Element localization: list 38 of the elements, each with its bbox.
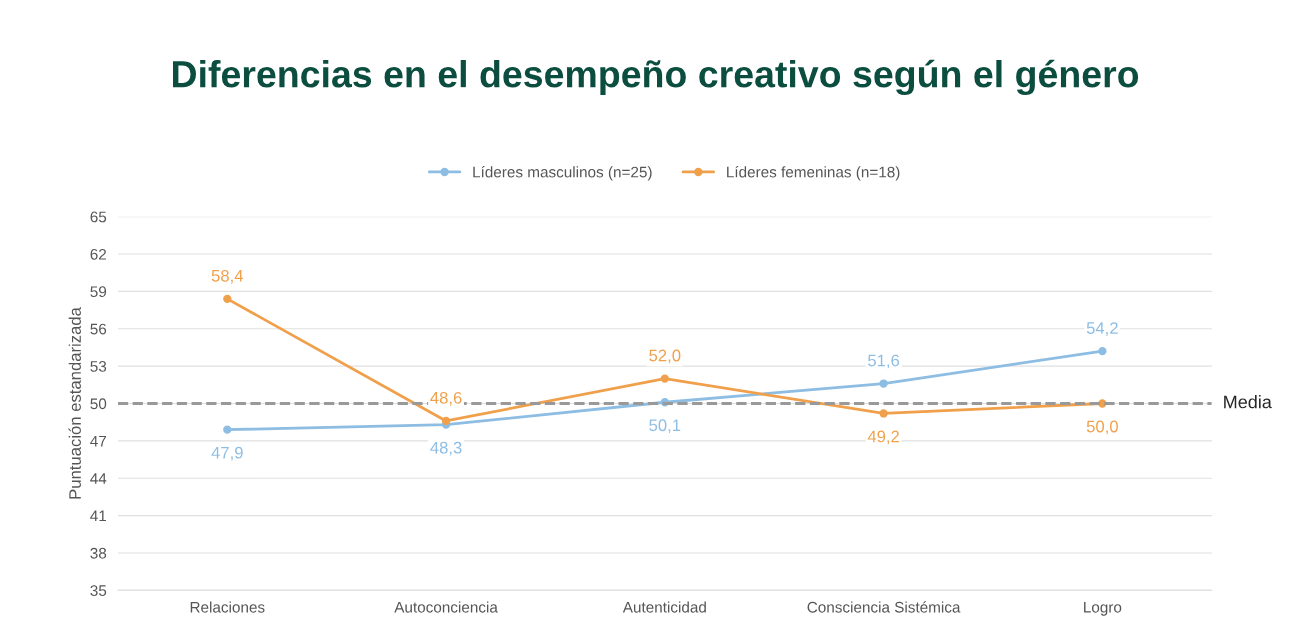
data-label: 50,0 (1086, 420, 1118, 435)
data-label: 52,0 (649, 349, 681, 364)
y-tick-label: 65 (90, 211, 107, 223)
data-label: 58,4 (211, 269, 244, 284)
x-tick-label: Logro (1084, 601, 1122, 616)
point (441, 416, 451, 426)
data-label: 48,3 (430, 441, 462, 456)
y-tick-label: 38 (90, 547, 107, 559)
y-tick-label: 41 (90, 510, 107, 522)
y-tick-label: 47 (90, 435, 107, 447)
x-tick-label: Autenticidad (622, 601, 706, 613)
x-tick-label: Consciencia Sistémica (807, 601, 961, 613)
y-axis-title: Puntuación estandarizada (68, 307, 81, 499)
data-label: 49,2 (867, 430, 899, 445)
data-label: 47,9 (211, 446, 243, 461)
legend-label: Líderes femeninas (n=18) (727, 166, 900, 181)
y-tick-label: 53 (90, 360, 107, 372)
point (1098, 347, 1107, 356)
x-tick-label: Relaciones (190, 601, 265, 613)
y-tick-label: 50 (90, 398, 107, 410)
y-tick-label: 56 (90, 323, 107, 335)
y-tick-label: 62 (90, 248, 107, 260)
x-tick-label: Autoconciencia (394, 601, 498, 613)
data-label: 50,1 (649, 419, 681, 434)
point (223, 294, 232, 304)
point (879, 379, 888, 388)
legend-label: Líderes masculinos (n=25) (473, 166, 652, 181)
chart-title: Diferencias en el desempeño creativo según el género (172, 59, 1139, 96)
data-label: 54,2 (1086, 322, 1118, 336)
point (660, 374, 669, 383)
y-tick-label: 35 (90, 585, 107, 597)
data-label: 48,6 (430, 391, 462, 406)
ref-line-label: Media (1224, 395, 1272, 409)
point (879, 409, 888, 418)
point (223, 425, 232, 434)
y-tick-label: 59 (90, 286, 107, 298)
data-label: 51,6 (868, 354, 900, 369)
y-tick-label: 44 (90, 473, 107, 484)
